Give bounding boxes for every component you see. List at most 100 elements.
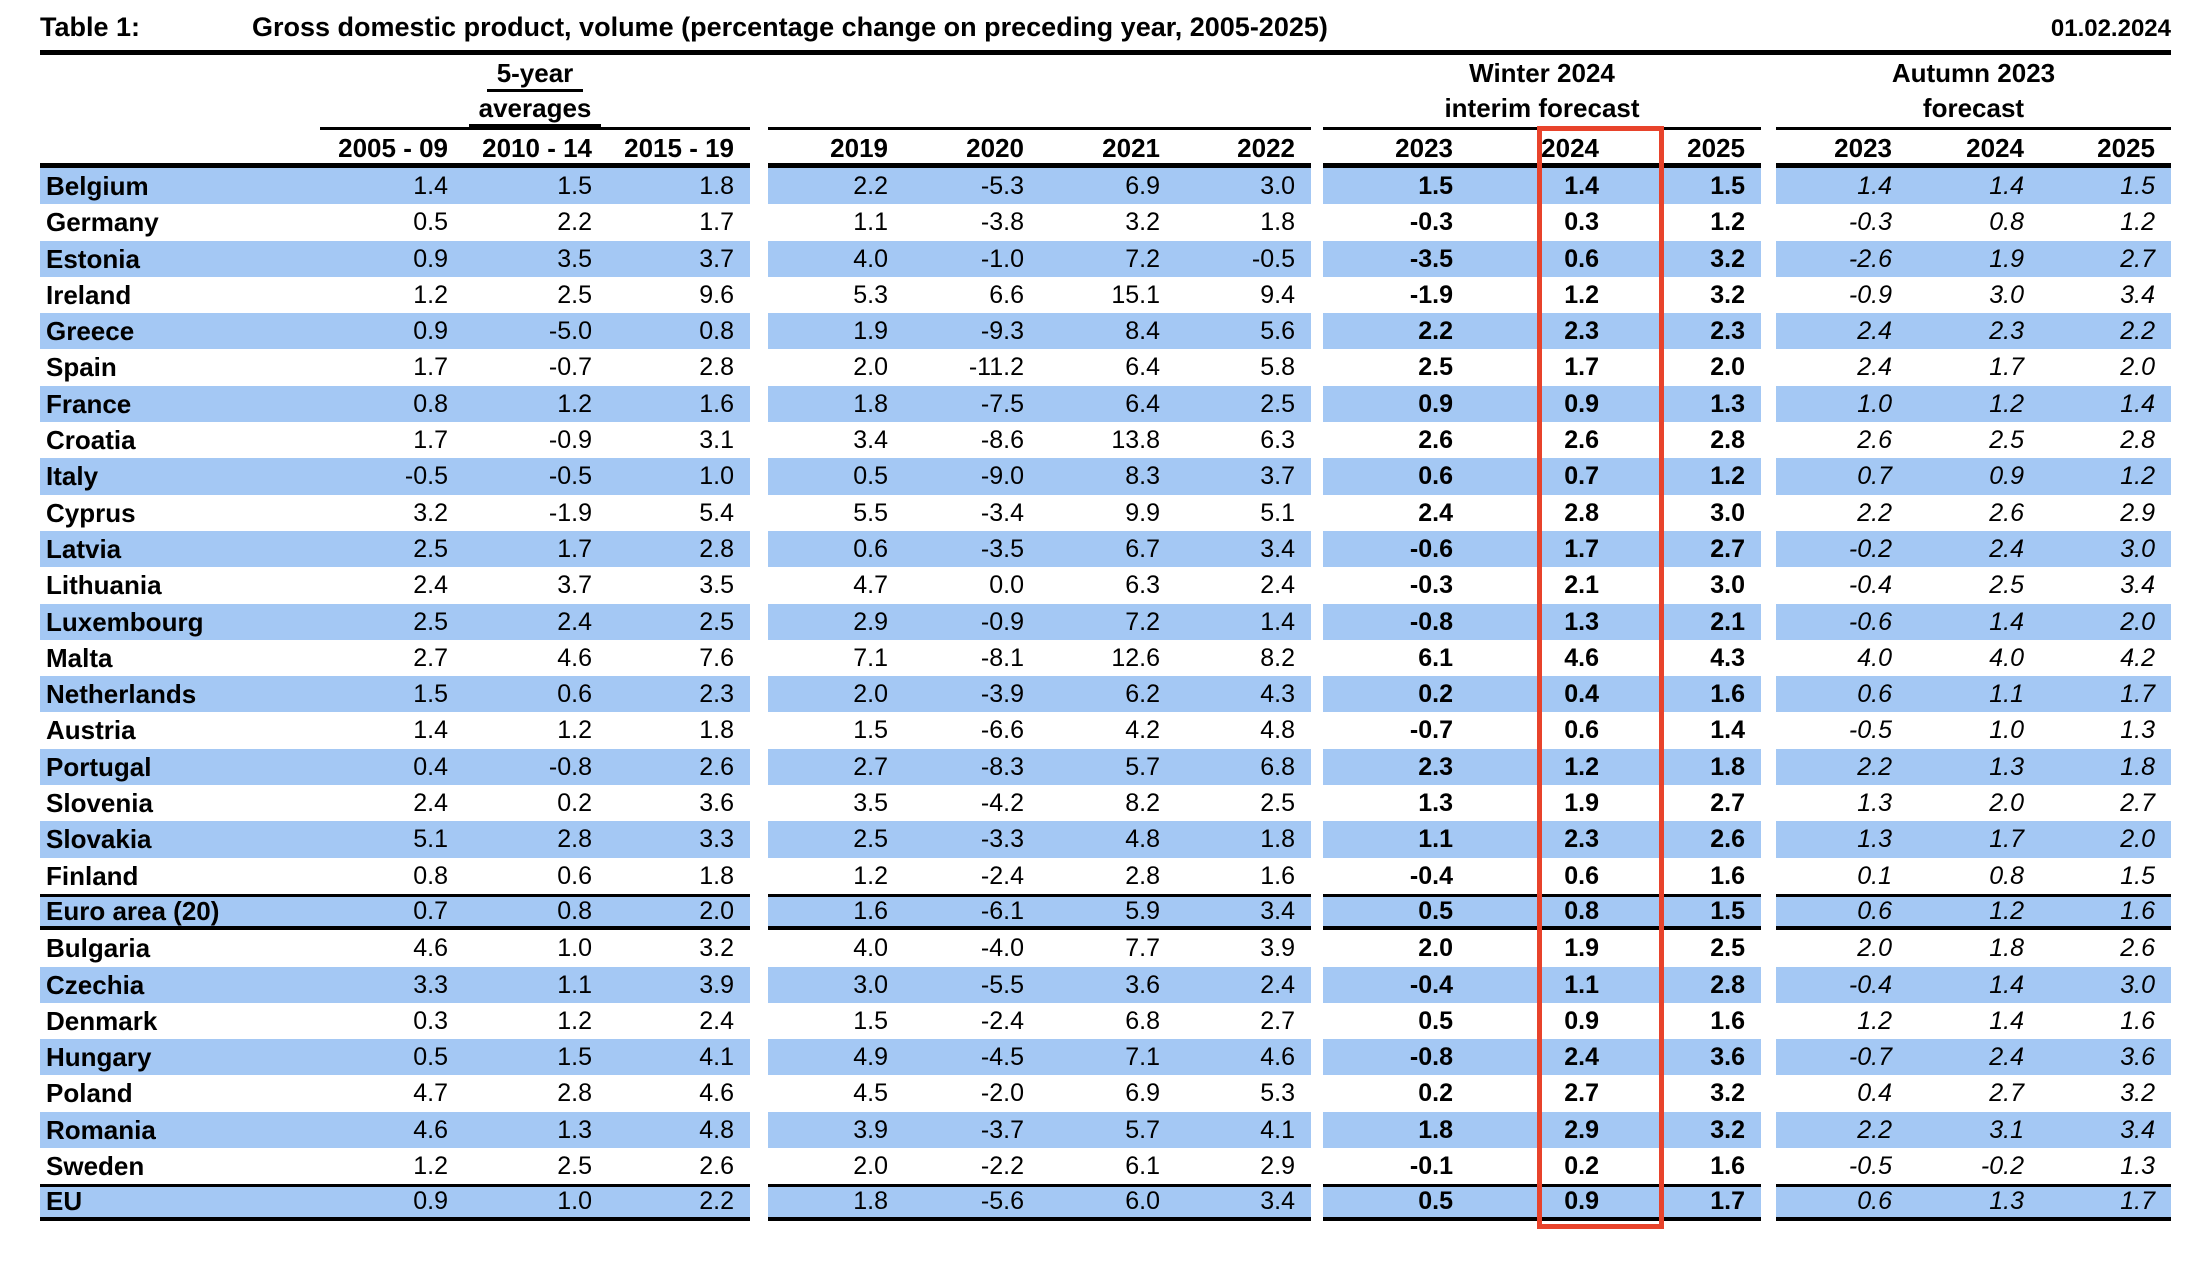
value-cell: 0.5 bbox=[768, 458, 904, 495]
value-cell: 2.5 bbox=[320, 603, 464, 640]
winter-forecast-cell: 0.5 bbox=[1418, 1006, 1453, 1035]
winter-forecast-cell: 3.0 bbox=[1710, 498, 1745, 527]
value-cell: 1.3 bbox=[464, 1111, 608, 1149]
value-cell: 3.3 bbox=[320, 966, 464, 1003]
value-cell: 4.6 bbox=[557, 643, 592, 672]
autumn-forecast-cell: 0.6 bbox=[1776, 1184, 1908, 1221]
value-cell: 3.7 bbox=[557, 571, 592, 600]
autumn-forecast-cell: 0.6 bbox=[1776, 676, 1908, 713]
column-header: 2019 bbox=[768, 127, 904, 168]
autumn-forecast-cell: 1.4 bbox=[2040, 385, 2171, 423]
winter-forecast-cell: 0.2 bbox=[1323, 676, 1469, 713]
value-cell: -5.0 bbox=[464, 313, 608, 350]
winter-forecast-cell: -3.5 bbox=[1323, 240, 1469, 277]
winter-forecast-cell: 1.4 bbox=[1710, 716, 1745, 745]
autumn-forecast-cell: 1.7 bbox=[1908, 821, 2040, 858]
autumn-forecast-cell: 1.2 bbox=[1908, 385, 2040, 423]
column-gap bbox=[750, 1002, 768, 1040]
value-cell: 4.5 bbox=[853, 1079, 888, 1108]
value-cell: -5.3 bbox=[904, 168, 1040, 205]
autumn-forecast-cell: 2.0 bbox=[2040, 821, 2171, 858]
column-gap bbox=[1761, 567, 1776, 604]
column-gap bbox=[750, 1039, 768, 1076]
column-gap bbox=[1311, 930, 1323, 967]
column-gap bbox=[750, 1111, 768, 1149]
value-cell: -5.6 bbox=[904, 1184, 1040, 1221]
column-gap bbox=[1761, 168, 1776, 205]
autumn-forecast-cell: 2.0 bbox=[2120, 353, 2155, 382]
column-gap bbox=[1311, 748, 1323, 786]
column-gap bbox=[1761, 422, 1776, 459]
autumn-forecast-cell: 0.8 bbox=[1989, 861, 2024, 890]
column-gap bbox=[1761, 785, 1776, 822]
winter-forecast-cell: 1.5 bbox=[1615, 168, 1761, 205]
winter-forecast-cell: 1.7 bbox=[1469, 530, 1615, 568]
country-cell: Cyprus bbox=[46, 497, 136, 528]
winter-forecast-cell: 4.3 bbox=[1710, 643, 1745, 672]
value-cell: 2.5 bbox=[557, 1152, 592, 1181]
autumn-forecast-cell: 2.5 bbox=[1989, 426, 2024, 455]
autumn-forecast-cell: 4.0 bbox=[1857, 643, 1892, 672]
column-gap bbox=[750, 349, 768, 386]
country-cell: Euro area (20) bbox=[40, 893, 320, 931]
column-gap bbox=[1761, 603, 1776, 640]
column-gap bbox=[1761, 1184, 1776, 1221]
winter-forecast-cell: 1.6 bbox=[1710, 1152, 1745, 1181]
winter-forecast-cell: 1.8 bbox=[1615, 748, 1761, 786]
value-cell: 5.5 bbox=[853, 498, 888, 527]
value-cell: 1.8 bbox=[1176, 821, 1311, 858]
winter-forecast-cell: 0.6 bbox=[1564, 861, 1599, 890]
winter-forecast-cell: 1.3 bbox=[1469, 603, 1615, 640]
value-cell: 8.4 bbox=[1040, 313, 1176, 350]
value-cell: 0.5 bbox=[413, 208, 448, 237]
winter-forecast-cell: 2.7 bbox=[1710, 789, 1745, 818]
value-cell: 6.4 bbox=[1040, 385, 1176, 423]
winter-forecast-cell: 2.0 bbox=[1418, 934, 1453, 963]
winter-forecast-cell: 1.5 bbox=[1323, 168, 1469, 205]
autumn-forecast-cell: 2.7 bbox=[2040, 240, 2171, 277]
value-cell: 2.0 bbox=[768, 676, 904, 713]
value-cell: 7.2 bbox=[1040, 603, 1176, 640]
value-cell: 8.2 bbox=[1125, 789, 1160, 818]
value-cell: 3.5 bbox=[699, 571, 734, 600]
value-cell: 2.5 bbox=[1176, 385, 1311, 423]
value-cell: 3.9 bbox=[608, 966, 750, 1003]
value-cell: -3.7 bbox=[904, 1111, 1040, 1149]
winter-forecast-cell: 2.8 bbox=[1710, 426, 1745, 455]
column-gap bbox=[750, 530, 768, 568]
winter-forecast-cell: 0.7 bbox=[1469, 458, 1615, 495]
value-cell: 2.8 bbox=[557, 1079, 592, 1108]
value-cell: 2.7 bbox=[768, 748, 904, 786]
value-cell: 2.2 bbox=[557, 208, 592, 237]
title-row: Table 1: Gross domestic product, volume … bbox=[40, 12, 2171, 48]
autumn-forecast-cell: 1.3 bbox=[1857, 789, 1892, 818]
autumn-forecast-cell: 1.5 bbox=[2120, 861, 2155, 890]
column-gap bbox=[750, 385, 768, 423]
column-gap bbox=[1311, 458, 1323, 495]
value-cell: -2.4 bbox=[980, 1006, 1024, 1035]
country-cell: Netherlands bbox=[40, 676, 320, 713]
winter-forecast-cell: 2.3 bbox=[1469, 313, 1615, 350]
value-cell: 0.7 bbox=[320, 893, 464, 931]
column-gap bbox=[1311, 1075, 1323, 1112]
autumn-forecast-cell: 1.3 bbox=[2120, 716, 2155, 745]
winter-forecast-cell: 0.3 bbox=[1564, 208, 1599, 237]
winter-forecast-cell: 3.2 bbox=[1710, 280, 1745, 309]
column-header: 2025 bbox=[1615, 127, 1761, 168]
country-cell: Germany bbox=[46, 207, 159, 238]
value-cell: -3.8 bbox=[980, 208, 1024, 237]
value-cell: 3.4 bbox=[1176, 893, 1311, 931]
autumn-forecast-cell: 2.5 bbox=[1989, 571, 2024, 600]
value-cell: 0.4 bbox=[320, 748, 464, 786]
autumn-forecast-cell: 1.7 bbox=[2040, 676, 2171, 713]
column-header: 2010 - 14 bbox=[464, 127, 608, 168]
value-cell: -0.7 bbox=[548, 353, 592, 382]
value-cell: 3.7 bbox=[608, 240, 750, 277]
winter-forecast-cell: 1.2 bbox=[1615, 458, 1761, 495]
winter-forecast-cell: 0.6 bbox=[1469, 240, 1615, 277]
autumn-forecast-cell: 0.1 bbox=[1857, 861, 1892, 890]
winter-forecast-cell: 3.2 bbox=[1615, 240, 1761, 277]
column-gap bbox=[750, 240, 768, 277]
value-cell: 3.6 bbox=[1040, 966, 1176, 1003]
value-cell: 3.4 bbox=[1176, 1184, 1311, 1221]
